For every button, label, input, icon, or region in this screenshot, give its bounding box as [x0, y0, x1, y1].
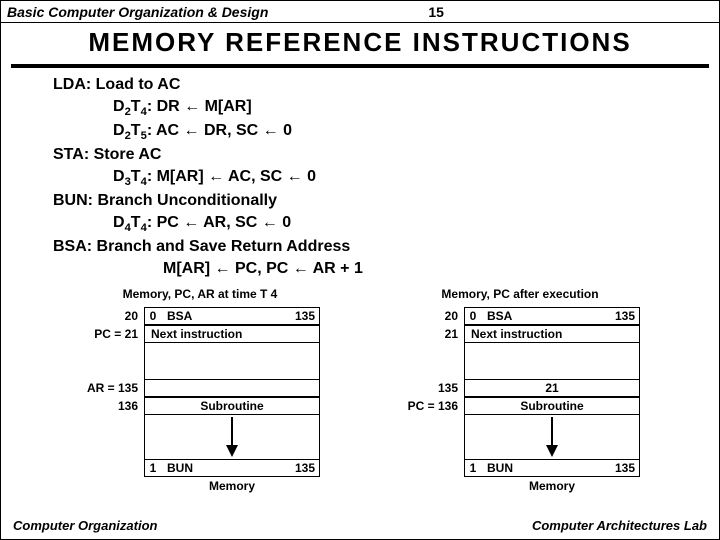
- addr-label: 136: [80, 397, 144, 415]
- mem-row: 1 BUN 135: [80, 459, 320, 477]
- arrow-row: [400, 415, 640, 459]
- addr-label: 21: [400, 325, 464, 343]
- mem-gap: [400, 343, 640, 379]
- arrow-cell: [144, 415, 320, 459]
- operand: 135: [283, 309, 319, 323]
- footer-right: Computer Architectures Lab: [532, 518, 707, 533]
- footer: Computer Organization Computer Architect…: [1, 518, 719, 533]
- mem-row: 1 BUN 135: [400, 459, 640, 477]
- opcode: 0: [465, 309, 481, 323]
- mem-row: 21 Next instruction: [400, 325, 640, 343]
- mem-cell: 21: [464, 379, 640, 397]
- sta-line-1: D3T4: M[AR] ← AC, SC ← 0: [113, 166, 719, 190]
- mem-row: 20 0 BSA 135: [80, 307, 320, 325]
- diagrams-row: Memory, PC, AR at time T 4 20 0 BSA 135 …: [1, 287, 719, 493]
- instruction-block: LDA: Load to AC D2T4: DR ← M[AR] D2T5: A…: [53, 74, 719, 279]
- mem-row: PC = 21 Next instruction: [80, 325, 320, 343]
- addr-label: 20: [400, 307, 464, 325]
- memory-label: Memory: [464, 479, 640, 493]
- mem-cell: 0 BSA 135: [144, 307, 320, 325]
- mem-cell: 1 BUN 135: [464, 459, 640, 477]
- diagram-after-title: Memory, PC after execution: [400, 287, 640, 301]
- diagram-before: Memory, PC, AR at time T 4 20 0 BSA 135 …: [80, 287, 320, 493]
- opcode: 0: [145, 309, 161, 323]
- footer-left: Computer Organization: [13, 518, 157, 533]
- mem-cell: [144, 379, 320, 397]
- bsa-head: BSA: Branch and Save Return Address: [53, 236, 719, 258]
- operand: 135: [603, 309, 639, 323]
- addr-label: PC = 136: [400, 397, 464, 415]
- operand: 135: [603, 461, 639, 475]
- mem-cell: 0 BSA 135: [464, 307, 640, 325]
- bsa-line-1: M[AR] ← PC, PC ← AR + 1: [163, 258, 719, 280]
- diagram-after: Memory, PC after execution 20 0 BSA 135 …: [400, 287, 640, 493]
- opcode: 1: [465, 461, 481, 475]
- mem-row: 136 Subroutine: [80, 397, 320, 415]
- slide-title: MEMORY REFERENCE INSTRUCTIONS: [1, 23, 719, 64]
- down-arrow-icon: [544, 417, 560, 457]
- mnemonic: BSA: [161, 309, 283, 323]
- mem-row: 135 21: [400, 379, 640, 397]
- bun-head: BUN: Branch Unconditionally: [53, 190, 719, 212]
- mem-cell: 1 BUN 135: [144, 459, 320, 477]
- mnemonic: BUN: [481, 461, 603, 475]
- mnemonic: BSA: [481, 309, 603, 323]
- mem-row: 20 0 BSA 135: [400, 307, 640, 325]
- lda-line-2: D2T5: AC ← DR, SC ← 0: [113, 120, 719, 144]
- operand: 135: [283, 461, 319, 475]
- arrow-row: [80, 415, 320, 459]
- addr-label: 135: [400, 379, 464, 397]
- page-number: 15: [428, 4, 444, 20]
- mem-cell: Subroutine: [464, 397, 640, 415]
- sta-head: STA: Store AC: [53, 144, 719, 166]
- mem-row: AR = 135: [80, 379, 320, 397]
- mem-cell: Next instruction: [464, 325, 640, 343]
- mem-cell: Subroutine: [144, 397, 320, 415]
- bun-line-1: D4T4: PC ← AR, SC ← 0: [113, 212, 719, 236]
- memory-label: Memory: [144, 479, 320, 493]
- arrow-cell: [464, 415, 640, 459]
- addr-label: AR = 135: [80, 379, 144, 397]
- mem-cell: Next instruction: [144, 325, 320, 343]
- lda-head: LDA: Load to AC: [53, 74, 719, 96]
- title-rule: [11, 64, 709, 68]
- addr-label: PC = 21: [80, 325, 144, 343]
- addr-label: 20: [80, 307, 144, 325]
- mnemonic: BUN: [161, 461, 283, 475]
- mem-gap: [80, 343, 320, 379]
- lda-line-1: D2T4: DR ← M[AR]: [113, 96, 719, 120]
- down-arrow-icon: [224, 417, 240, 457]
- diagram-before-title: Memory, PC, AR at time T 4: [80, 287, 320, 301]
- mem-row: PC = 136 Subroutine: [400, 397, 640, 415]
- opcode: 1: [145, 461, 161, 475]
- course-title: Basic Computer Organization & Design: [7, 4, 268, 20]
- header-bar: Basic Computer Organization & Design 15: [1, 1, 719, 23]
